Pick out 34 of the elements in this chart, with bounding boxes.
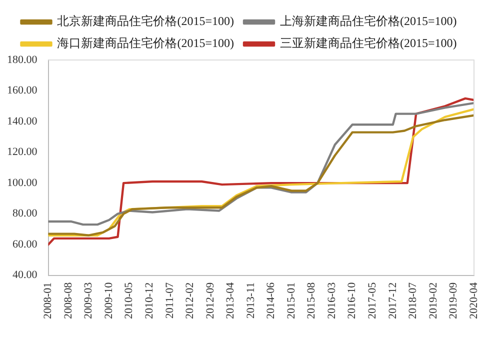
x-tick-label: 2008-08 — [62, 282, 74, 320]
x-tick-label: 2017-12 — [386, 282, 399, 320]
x-tick-label: 2019-09 — [448, 282, 460, 320]
y-tick-label: 140.00 — [7, 115, 38, 128]
x-tick-label: 2020-04 — [468, 282, 480, 320]
y-tick-label: 160.00 — [7, 84, 38, 97]
x-tick-label: 2009-10 — [102, 282, 115, 320]
x-tick-label: 2016-10 — [346, 282, 358, 320]
legend-label: 海口新建商品住宅价格(2015=100) — [57, 36, 234, 50]
y-tick-label: 100.00 — [7, 176, 38, 189]
x-tick-label: 2019-02 — [427, 282, 440, 320]
x-tick-label: 2016-03 — [326, 282, 338, 320]
x-tick-label: 2018-07 — [407, 282, 420, 320]
x-tick-label: 2012-09 — [204, 282, 216, 320]
x-tick-label: 2015-01 — [285, 282, 298, 320]
x-tick-label: 2008-01 — [42, 282, 54, 320]
x-tick-label: 2010-12 — [144, 282, 156, 320]
x-tick-label: 2017-05 — [366, 282, 379, 320]
x-tick-label: 2011-07 — [164, 282, 176, 319]
x-tick-label: 2013-11 — [244, 282, 257, 319]
legend-label: 三亚新建商品住宅价格(2015=100) — [280, 36, 457, 50]
y-tick-label: 40.00 — [12, 269, 38, 282]
y-tick-label: 180.00 — [7, 54, 38, 66]
y-tick-label: 80.00 — [12, 208, 38, 220]
legend-label: 上海新建商品住宅价格(2015=100) — [280, 14, 457, 28]
x-tick-label: 2014-06 — [265, 282, 278, 320]
y-tick-label: 120.00 — [7, 146, 38, 158]
x-tick-label: 2015-08 — [306, 282, 318, 320]
y-tick-label: 60.00 — [12, 238, 38, 250]
x-tick-label: 2009-03 — [82, 282, 95, 320]
legend-label: 北京新建商品住宅价格(2015=100) — [57, 14, 234, 28]
x-tick-label: 2013-04 — [224, 282, 237, 320]
x-tick-label: 2010-05 — [123, 282, 136, 320]
x-tick-label: 2012-02 — [184, 282, 196, 320]
